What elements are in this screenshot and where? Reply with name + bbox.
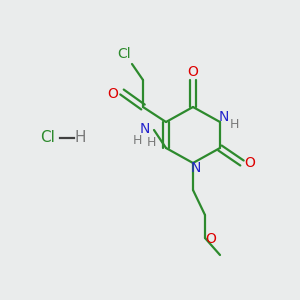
Text: H: H: [132, 134, 142, 146]
Text: H: H: [229, 118, 239, 130]
Text: O: O: [244, 156, 255, 170]
Text: O: O: [188, 65, 198, 79]
Text: N: N: [140, 122, 150, 136]
Text: H: H: [74, 130, 86, 146]
Text: Cl: Cl: [40, 130, 56, 146]
Text: O: O: [108, 87, 118, 101]
Text: N: N: [219, 110, 229, 124]
Text: H: H: [146, 136, 156, 148]
Text: Cl: Cl: [117, 47, 131, 61]
Text: O: O: [206, 232, 216, 246]
Text: N: N: [191, 161, 201, 175]
